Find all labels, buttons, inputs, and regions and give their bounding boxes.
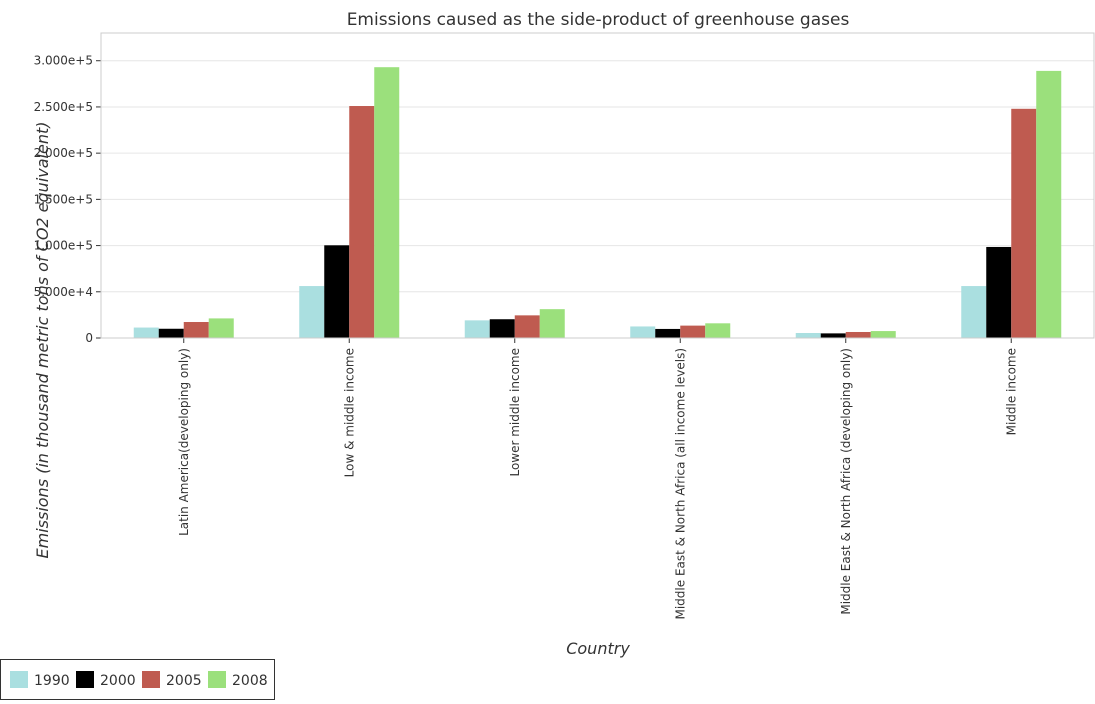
bar [299, 286, 324, 338]
x-axis-label: Country [566, 639, 630, 658]
legend-swatch [208, 671, 226, 688]
bar [680, 326, 705, 338]
bar [871, 331, 896, 338]
legend-label: 2000 [100, 673, 136, 689]
bar [630, 326, 655, 338]
legend-swatch [76, 671, 94, 688]
x-tick-label: Middle East & North Africa (developing o… [839, 348, 853, 615]
bar [515, 315, 540, 338]
x-tick-label: Lower middle income [508, 348, 522, 477]
bars [134, 67, 1062, 338]
bar [705, 323, 730, 338]
bar [184, 322, 209, 338]
bar [846, 332, 871, 338]
bar [986, 247, 1011, 338]
bar [134, 328, 159, 338]
bar [821, 333, 846, 338]
bar [159, 329, 184, 338]
x-tick-label: Low & middle income [342, 348, 356, 477]
x-tick-label: Middle income [1004, 348, 1018, 435]
chart-title: Emissions caused as the side-product of … [347, 10, 850, 30]
bar [374, 67, 399, 338]
x-tick-label: Latin America(developing only) [177, 348, 191, 536]
legend-label: 2008 [232, 673, 268, 689]
y-tick-label: 0 [85, 331, 93, 345]
bar [209, 318, 234, 338]
bar [540, 309, 565, 338]
bar [796, 333, 821, 338]
x-tick-label: Middle East & North Africa (all income l… [673, 348, 687, 620]
y-tick-label: 3.000e+5 [34, 54, 93, 68]
y-tick-label: 2.000e+5 [34, 146, 93, 160]
y-tick-label: 1.500e+5 [34, 192, 93, 206]
bar [490, 319, 515, 338]
y-tick-label: 1.000e+5 [34, 239, 93, 253]
bar [1036, 71, 1061, 338]
y-tick-label: 2.500e+5 [34, 100, 93, 114]
x-axis-ticks: Latin America(developing only) Low & midd… [177, 338, 1019, 620]
y-axis-label: Emissions (in thousand metric tons of CO… [33, 122, 52, 559]
y-tick-label: 5.000e+4 [34, 285, 93, 299]
bar [655, 329, 680, 338]
legend-label: 1990 [34, 673, 70, 689]
bar [324, 245, 349, 338]
bar [1011, 109, 1036, 338]
legend-swatch [10, 671, 28, 688]
legend-swatch [142, 671, 160, 688]
legend-label: 2005 [166, 673, 202, 689]
bar [465, 320, 490, 338]
gridlines [101, 61, 1094, 338]
bar [349, 106, 374, 338]
bar [961, 286, 986, 338]
legend: 1990 2000 2005 2008 [1, 660, 275, 700]
